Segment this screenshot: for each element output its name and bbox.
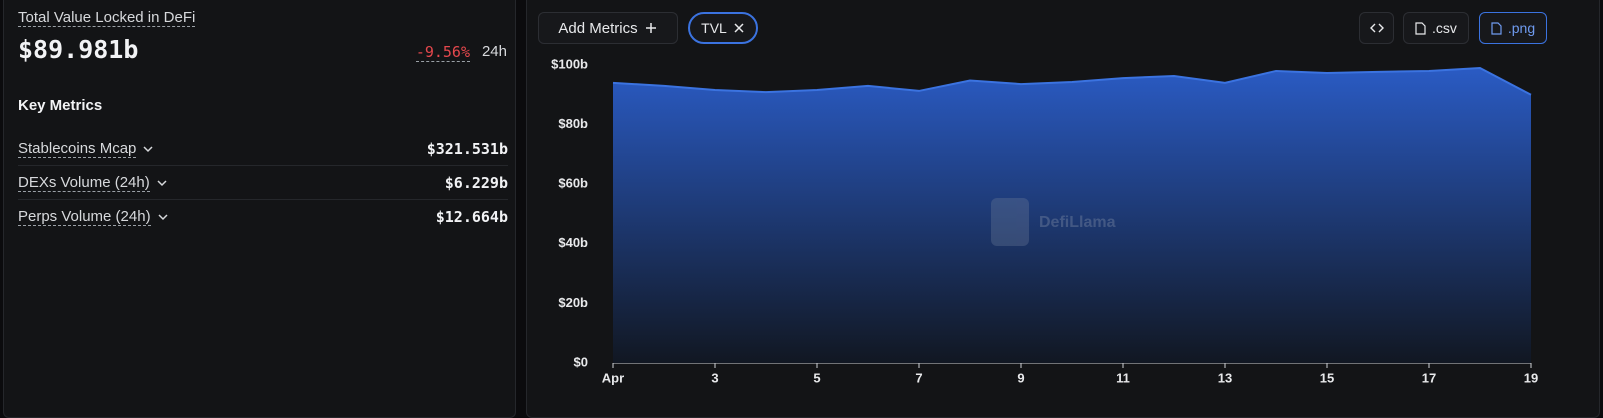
y-tick-label: $20b [558,295,588,310]
x-tick-label: 9 [1017,370,1024,385]
y-tick-label: $60b [558,176,588,191]
file-icon [1415,21,1426,35]
pill-label: TVL [701,20,727,36]
embed-button[interactable] [1359,12,1394,44]
metric-name: Perps Volume (24h) [18,207,151,226]
metric-value: $6.229b [444,173,508,192]
metric-name: Stablecoins Mcap [18,139,137,158]
button-label: .png [1507,20,1536,36]
metric-pill[interactable]: TVL [688,12,758,44]
area [613,67,1531,363]
x-tick-label: Apr [602,370,624,385]
y-tick-label: $100b [551,56,588,71]
metric-value: $12.664b [435,207,508,226]
tvl-value: $89.981b [18,35,139,64]
add-metrics-button[interactable]: Add Metrics [538,12,678,44]
summary-title: Total Value Locked in DeFi [18,9,196,27]
x-tick-label: 7 [915,370,922,385]
png-button[interactable]: .png [1479,12,1547,44]
plus-icon [645,23,656,33]
summary-panel: Total Value Locked in DeFi $89.981b -9.5… [3,0,516,418]
x-tick-label: 5 [813,370,820,385]
metric-row[interactable]: Stablecoins Mcap $321.531b [18,132,508,166]
x-tick-label: 13 [1218,370,1232,385]
file-icon [1491,21,1502,35]
chart: $0 $20b $40b $60b $80b $100b Apr 3 5 7 9 11 13 15 17 19… [551,56,1538,385]
y-tick-label: $0 [574,354,588,369]
x-tick-label: 17 [1422,370,1436,385]
change: -9.56% [415,43,470,62]
x-tick-label: 11 [1116,370,1130,385]
watermark: DefiLlama [991,198,1116,246]
csv-button[interactable]: .csv [1403,12,1469,44]
chevron [158,213,168,220]
chevron [157,179,167,186]
button-label: .csv [1432,20,1457,36]
close-icon [734,23,744,33]
section-title: Key Metrics [18,97,103,114]
metric-name: DEXs Volume (24h) [18,173,150,192]
x-tick-label: 19 [1524,370,1538,385]
code-icon [1369,23,1384,33]
watermark-text: DefiLlama [1039,214,1116,231]
x-tick-label: 15 [1320,370,1334,385]
y-tick-label: $80b [558,116,588,131]
line [612,66,1532,96]
period: 24h [481,43,507,60]
metric-value: $321.531b [426,139,508,158]
chart-panel: $0 $20b $40b $60b $80b $100b Apr 3 5 7 9 11 13 15 17 19… [526,0,1600,418]
metric-row[interactable]: DEXs Volume (24h) $6.229b [18,166,508,200]
x-tick-label: 3 [711,370,718,385]
metric-row[interactable]: Perps Volume (24h) $12.664b [18,200,508,233]
chevron [143,145,153,152]
button-label: Add Metrics [558,19,638,37]
y-tick-label: $40b [558,235,588,250]
